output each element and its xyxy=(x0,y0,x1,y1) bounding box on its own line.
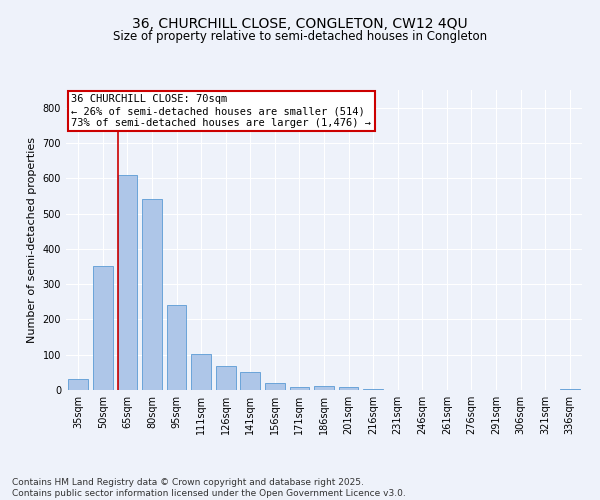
Bar xyxy=(339,387,358,390)
Bar xyxy=(142,200,162,390)
Y-axis label: Number of semi-detached properties: Number of semi-detached properties xyxy=(27,137,37,343)
Bar xyxy=(167,306,187,390)
Text: 36 CHURCHILL CLOSE: 70sqm
← 26% of semi-detached houses are smaller (514)
73% of: 36 CHURCHILL CLOSE: 70sqm ← 26% of semi-… xyxy=(71,94,371,128)
Bar xyxy=(118,174,137,390)
Bar xyxy=(314,386,334,390)
Bar xyxy=(265,383,284,390)
Bar xyxy=(191,354,211,390)
Bar xyxy=(241,372,260,390)
Text: Contains HM Land Registry data © Crown copyright and database right 2025.
Contai: Contains HM Land Registry data © Crown c… xyxy=(12,478,406,498)
Bar xyxy=(68,380,88,390)
Bar xyxy=(290,387,309,390)
Bar xyxy=(364,389,383,390)
Bar xyxy=(216,366,236,390)
Bar xyxy=(93,266,113,390)
Text: Size of property relative to semi-detached houses in Congleton: Size of property relative to semi-detach… xyxy=(113,30,487,43)
Text: 36, CHURCHILL CLOSE, CONGLETON, CW12 4QU: 36, CHURCHILL CLOSE, CONGLETON, CW12 4QU xyxy=(132,18,468,32)
